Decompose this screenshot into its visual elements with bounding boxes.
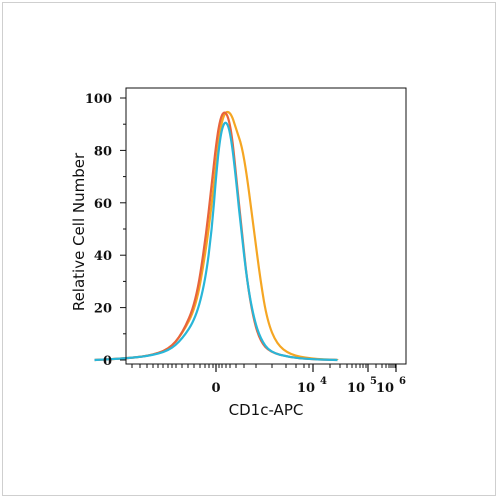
plot-border (125, 87, 407, 365)
y-tick-label: 80 (94, 144, 112, 159)
plot-area (94, 110, 339, 362)
x-tick-label: 10 (347, 381, 365, 396)
y-tick-label: 60 (94, 197, 112, 212)
histogram-series-3 (94, 121, 338, 362)
x-tick-label: 10 (297, 381, 315, 396)
y-tick-label: 40 (94, 249, 112, 264)
x-tick-label: 0 (211, 381, 220, 396)
x-axis-label: CD1c-APC (229, 401, 304, 419)
y-axis-label: Relative Cell Number (70, 152, 88, 311)
x-tick-label: 10 (376, 381, 394, 396)
y-tick-label: 20 (94, 302, 112, 317)
histogram-series-2 (94, 111, 338, 362)
y-tick-label: 0 (103, 354, 112, 369)
y-tick-label: 100 (85, 92, 112, 107)
x-tick-exponent: 4 (320, 376, 327, 387)
figure-frame (2, 2, 496, 496)
x-tick-exponent: 6 (399, 376, 406, 387)
x-tick-exponent: 5 (370, 376, 377, 387)
